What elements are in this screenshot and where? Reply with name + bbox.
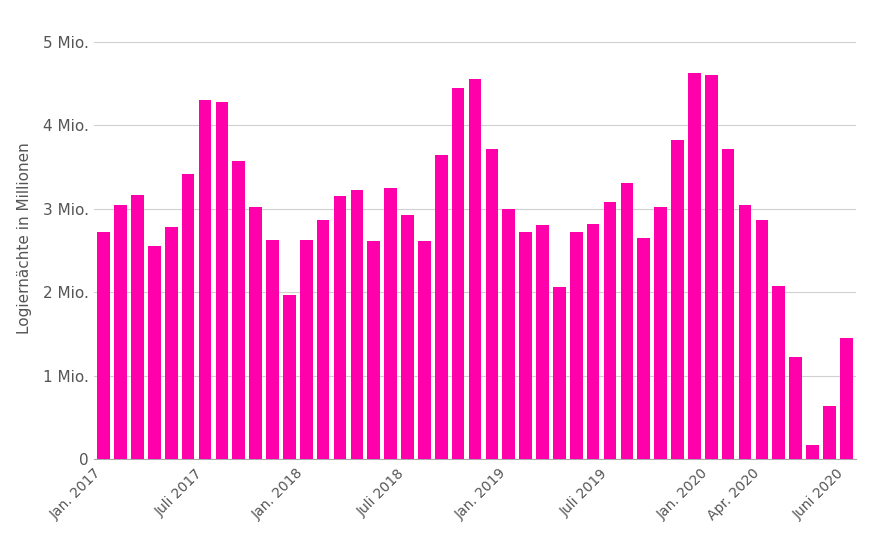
- Bar: [317, 220, 329, 460]
- Bar: [519, 232, 532, 460]
- Bar: [637, 238, 650, 460]
- Bar: [688, 73, 701, 460]
- Bar: [452, 87, 464, 460]
- Bar: [351, 191, 363, 460]
- Bar: [418, 241, 430, 460]
- Bar: [300, 240, 313, 460]
- Bar: [384, 188, 397, 460]
- Bar: [165, 227, 177, 460]
- Bar: [131, 194, 144, 460]
- Bar: [283, 295, 296, 460]
- Bar: [755, 220, 768, 460]
- Bar: [502, 209, 515, 460]
- Bar: [266, 240, 278, 460]
- Bar: [485, 148, 498, 460]
- Bar: [739, 205, 752, 460]
- Bar: [570, 232, 582, 460]
- Bar: [722, 148, 734, 460]
- Bar: [148, 246, 161, 460]
- Bar: [250, 207, 262, 460]
- Bar: [705, 75, 718, 460]
- Bar: [806, 445, 819, 460]
- Bar: [840, 338, 853, 460]
- Bar: [216, 102, 228, 460]
- Bar: [469, 79, 481, 460]
- Bar: [654, 207, 667, 460]
- Bar: [773, 286, 785, 460]
- Bar: [671, 140, 684, 460]
- Bar: [553, 287, 566, 460]
- Bar: [114, 205, 127, 460]
- Bar: [789, 357, 802, 460]
- Bar: [823, 406, 835, 460]
- Bar: [536, 226, 549, 460]
- Bar: [98, 232, 110, 460]
- Bar: [368, 240, 380, 460]
- Bar: [232, 161, 245, 460]
- Bar: [402, 215, 414, 460]
- Bar: [621, 183, 633, 460]
- Bar: [603, 202, 616, 460]
- Bar: [587, 224, 600, 460]
- Bar: [333, 196, 347, 460]
- Bar: [182, 174, 195, 460]
- Y-axis label: Logiernächte in Millionen: Logiernächte in Millionen: [17, 142, 31, 334]
- Bar: [435, 156, 448, 460]
- Bar: [199, 100, 211, 460]
